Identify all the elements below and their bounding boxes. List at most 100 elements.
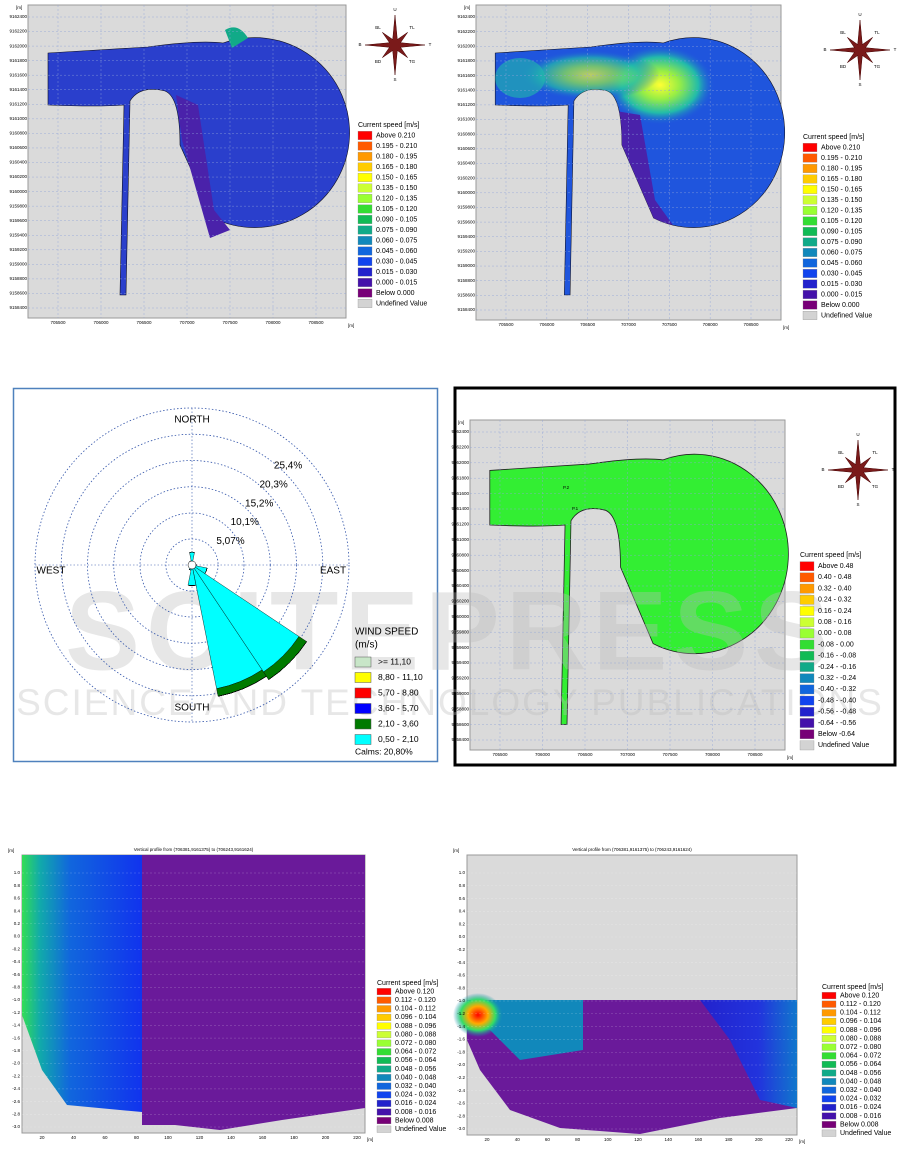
x-tick-label: 100 [164,1135,172,1140]
x-tick-label: 160 [695,1137,703,1142]
x-tick-label: 80 [575,1137,581,1142]
direction-label: NORTH [174,415,209,426]
legend-swatch [821,1035,837,1043]
legend-title: Current speed [m/s] [803,134,865,141]
legend-swatch [376,1125,392,1133]
y-tick-label: -1.2 [12,1010,20,1015]
legend-swatch [376,1099,392,1107]
legend-swatch [802,227,818,236]
y-tick-label: 9158400 [9,305,27,310]
y-tick-label: 9162400 [457,14,475,19]
y-tick-label: 9160200 [457,175,475,180]
y-tick-label: -3.0 [457,1126,465,1131]
legend-label: 0.165 - 0.180 [821,176,862,183]
y-tick-label: 9159000 [457,263,475,268]
legend-swatch [802,290,818,299]
legend-label: Above 0.210 [376,132,415,139]
watermark: SCIENCE AND TECHNOLOGY PUBLICATIONS [16,682,884,723]
x-tick-label: 140 [227,1135,235,1140]
legend-label: Undefined Value [818,742,869,749]
legend-swatch [357,215,373,224]
legend-label: Below 0.008 [840,1121,879,1128]
compass-label: BD [375,59,382,64]
legend-swatch [376,1022,392,1030]
legend-label: 0.105 - 0.120 [376,206,417,213]
legend-swatch [821,1009,837,1017]
compass-label: B [358,42,361,47]
legend-swatch [799,707,815,717]
x-tick-label: 708000 [703,322,719,327]
x-tick-label: 40 [71,1135,77,1140]
point-label: P.1 [572,506,579,511]
y-tick-label: 9160600 [451,568,469,573]
legend-label: 0.008 - 0.016 [395,1109,436,1116]
axis-unit: [m] [367,1137,373,1142]
y-tick-label: 0.2 [459,921,466,926]
legend-swatch [821,1043,837,1051]
legend-label: 0,50 - 2,10 [378,734,419,744]
y-tick-label: -0.4 [457,960,465,965]
y-tick-label: -0.2 [457,947,465,952]
legend-swatch [799,651,815,661]
y-tick-label: 9161600 [9,72,27,77]
contour [176,95,230,238]
ring-label: 20,3% [259,479,287,490]
ring [87,460,297,670]
legend-label: Below -0.64 [818,731,855,738]
x-tick-label: 220 [353,1135,361,1140]
x-tick-label: 705500 [50,320,66,325]
y-tick-label: 0.6 [459,896,466,901]
x-tick-label: 60 [102,1135,108,1140]
legend-label: 0.120 - 0.135 [821,207,862,214]
y-tick-label: 9161000 [457,117,475,122]
y-tick-label: 9160200 [451,599,469,604]
y-tick-label: 9158800 [457,278,475,283]
legend-swatch [354,687,372,699]
legend-swatch [799,740,815,751]
legend-label: 0.016 - 0.024 [840,1104,881,1111]
legend-swatch [821,1086,837,1094]
legend-label: 0.008 - 0.016 [840,1113,881,1120]
y-tick-label: 9162400 [451,429,469,434]
y-tick-label: 0.0 [14,934,21,939]
legend-title: Current speed [m/s] [800,552,862,559]
legend-label: 0.16 - 0.24 [818,608,852,615]
x-tick-label: 706000 [535,752,551,757]
y-tick-label: 9161800 [457,58,475,63]
axis-unit: [m] [787,755,793,760]
legend-swatch [821,1017,837,1025]
legend-swatch [354,703,372,714]
legend-label: 0.104 - 0.112 [840,1010,881,1017]
y-tick-label: -2.0 [12,1061,20,1066]
legend-label: 0.104 - 0.112 [395,1006,436,1013]
axis-unit: [m] [8,848,14,853]
y-tick-label: 9161000 [451,537,469,542]
compass-label: TL [874,30,880,35]
y-tick-label: 9159200 [457,249,475,254]
legend-label: Above 0.210 [821,144,860,151]
y-tick-label: -1.4 [457,1024,465,1029]
legend-swatch [376,1013,392,1021]
y-tick-label: 9158800 [9,276,27,281]
legend-swatch [799,673,815,683]
x-tick-label: 120 [196,1135,204,1140]
legend-title: Current speed [m/s] [822,984,884,991]
legend-swatch [799,561,815,571]
legend-label: Below 0.008 [395,1117,434,1124]
y-tick-label: 0.8 [14,883,21,888]
legend-swatch [802,237,818,247]
y-tick-label: -2.6 [12,1099,20,1104]
x-tick-label: 705500 [492,752,508,757]
legend-swatch [376,1031,392,1039]
legend-label: -0.56 - -0.48 [818,709,856,716]
legend-swatch [799,617,815,627]
compass-label: T [892,467,895,472]
y-tick-label: 9160800 [451,552,469,557]
y-tick-label: 9159400 [9,232,27,237]
legend-swatch [376,1108,392,1116]
y-tick-label: 9161200 [457,102,475,107]
legend-label: 0.120 - 0.135 [376,195,417,202]
y-tick-label: -2.2 [12,1073,20,1078]
legend-swatch [357,236,373,245]
